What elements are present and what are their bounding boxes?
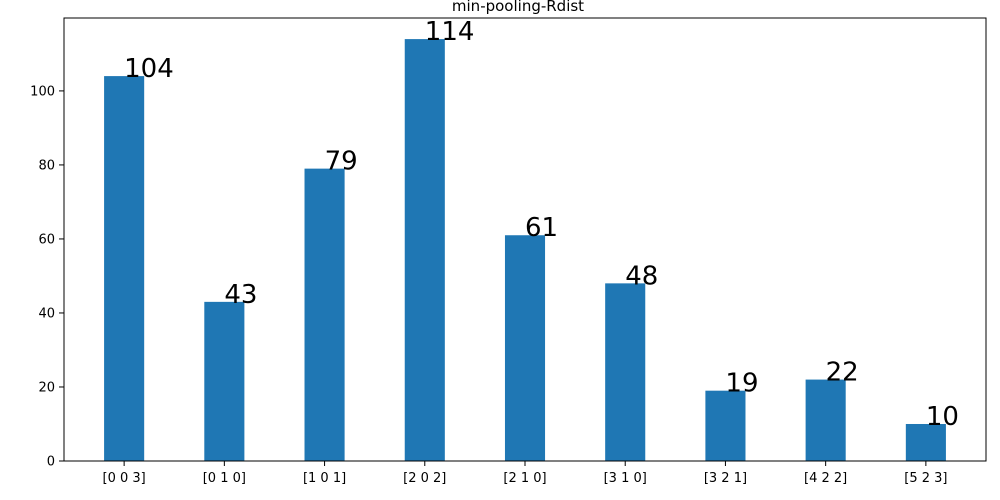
x-tick-label: [1 0 1] (303, 471, 346, 486)
bar (905, 423, 946, 461)
bar (304, 168, 345, 461)
data-label: 104 (124, 54, 174, 84)
data-label: 10 (926, 402, 959, 432)
x-tick-label: [3 2 1] (704, 471, 747, 486)
data-label: 61 (525, 213, 558, 243)
bar (605, 283, 646, 461)
bar (104, 76, 145, 461)
bar (504, 235, 546, 461)
x-tick-label: [0 0 3] (103, 471, 146, 486)
data-label: 19 (725, 369, 758, 399)
data-label: 114 (425, 17, 475, 47)
x-tick-label: [4 2 2] (804, 471, 847, 486)
y-tick-label: 20 (38, 380, 55, 395)
bar (204, 301, 245, 461)
x-tick-label: [2 1 0] (503, 471, 546, 486)
x-tick-label: [2 0 2] (403, 471, 446, 486)
data-label: 48 (625, 261, 658, 291)
plot-area: 0 20 40 60 80 100 [0 0 3] [0 1 0] [1 0 1] [2 0 2]… (30, 17, 987, 486)
y-tick-label: 40 (38, 306, 55, 321)
bar (805, 379, 846, 461)
chart-title: min-pooling-Rdist (452, 0, 584, 15)
x-tick-label: [0 1 0] (203, 471, 246, 486)
y-tick-label: 80 (38, 158, 55, 173)
y-tick-label: 0 (47, 455, 55, 470)
bar (404, 39, 445, 461)
data-label: 43 (224, 280, 257, 310)
x-tick-label: [3 1 0] (604, 471, 647, 486)
data-label: 22 (826, 358, 859, 388)
data-label: 79 (325, 147, 358, 177)
bar (705, 390, 746, 461)
x-tick-label: [5 2 3] (904, 471, 947, 486)
y-tick-label: 60 (38, 232, 55, 247)
y-tick-label: 100 (30, 84, 55, 99)
